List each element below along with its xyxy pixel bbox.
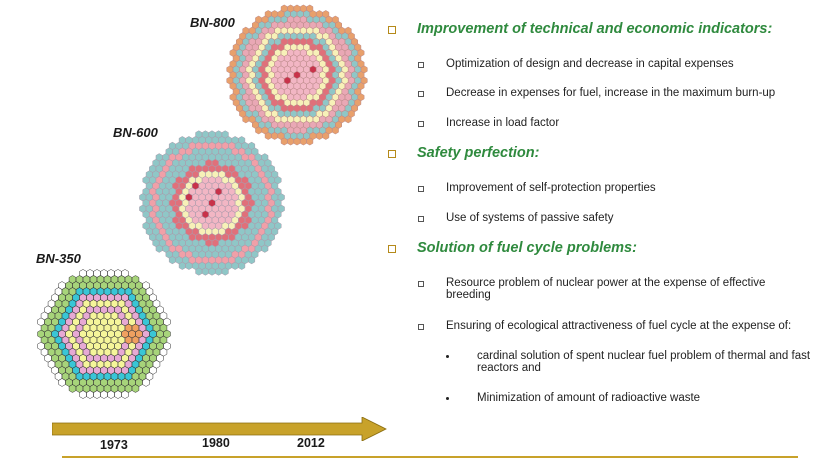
core-label-bn350: BN-350: [36, 251, 81, 266]
timeline-arrow-icon: [52, 417, 387, 441]
fuel-assembly-cell: [215, 267, 223, 276]
fuel-assembly-cell: [306, 137, 314, 146]
fuel-assembly-cell: [131, 384, 140, 393]
core-bn350-diagram: [37, 269, 171, 399]
fuel-assembly-cell: [264, 132, 272, 140]
fuel-assembly-cell: [248, 256, 256, 265]
fuel-assembly-cell: [58, 378, 66, 387]
fuel-assembly-cell: [261, 244, 269, 253]
hollow-square-icon: [388, 25, 396, 34]
list-item-text: Resource problem of nuclear power at the…: [446, 277, 766, 301]
fuel-assembly-cell: [316, 132, 323, 140]
core-label-bn600: BN-600: [113, 125, 158, 140]
fuel-assembly-cell: [155, 244, 163, 253]
sub-list-item: cardinal solution of spent nuclear fuel …: [446, 350, 818, 374]
list-item: Increase in load factor: [418, 117, 559, 129]
list-item-text: Improvement of self-protection propertie…: [446, 182, 656, 194]
fuel-assembly-cell: [255, 126, 262, 135]
hollow-square-icon: [388, 149, 396, 158]
section-heading: Safety perfection:: [417, 145, 540, 161]
fuel-assembly-cell: [100, 390, 108, 399]
fuel-assembly-cell: [79, 390, 87, 399]
list-item-text: Ensuring of ecological attractiveness of…: [446, 320, 792, 332]
timeline-year-1980: 1980: [202, 436, 230, 450]
list-item-text: Decrease in expenses for fuel, increase …: [446, 87, 776, 99]
fuel-assembly-cell: [142, 378, 150, 387]
fuel-assembly-cell: [178, 261, 186, 270]
list-item: Improvement of self-protection propertie…: [418, 182, 656, 194]
small-square-icon: [418, 121, 424, 127]
core-bn600-diagram: [139, 130, 285, 276]
fuel-assembly-cell: [300, 137, 307, 146]
fuel-assembly-cell: [231, 261, 239, 270]
small-square-icon: [418, 216, 424, 222]
sub-list-item-text: cardinal solution of spent nuclear fuel …: [477, 350, 811, 374]
fuel-assembly-cell: [93, 390, 101, 399]
fuel-assembly-cell: [168, 256, 176, 265]
list-item: Resource problem of nuclear power at the…: [418, 277, 798, 301]
fuel-assembly-cell: [208, 267, 216, 276]
fuel-assembly-cell: [322, 132, 330, 140]
list-item: Optimization of design and decrease in c…: [418, 58, 734, 70]
dot-icon: [446, 397, 449, 400]
small-square-icon: [418, 91, 424, 97]
fuel-assembly-cell: [287, 137, 294, 146]
list-item: Ensuring of ecological attractiveness of…: [418, 320, 791, 332]
list-item: Use of systems of passive safety: [418, 212, 613, 224]
fuel-assembly-cell: [121, 390, 129, 399]
section-fuel-cycle: Solution of fuel cycle problems:: [388, 240, 637, 256]
dot-icon: [446, 355, 449, 358]
small-square-icon: [418, 62, 424, 68]
small-square-icon: [418, 324, 424, 330]
fuel-assembly-cell: [344, 115, 352, 124]
list-item-text: Use of systems of passive safety: [446, 212, 614, 224]
fuel-assembly-cell: [242, 115, 250, 124]
fuel-assembly-cell: [238, 261, 246, 270]
list-item-text: Increase in load factor: [446, 117, 560, 129]
hollow-square-icon: [388, 244, 396, 253]
fuel-assembly-cell: [86, 390, 94, 399]
sub-list-item: Minimization of amount of radioactive wa…: [446, 392, 700, 404]
fuel-assembly-cell: [293, 137, 301, 146]
fuel-assembly-cell: [271, 132, 278, 140]
fuel-assembly-cell: [68, 384, 77, 393]
fuel-assembly-cell: [280, 137, 288, 146]
list-item: Decrease in expenses for fuel, increase …: [418, 87, 775, 99]
fuel-assembly-cell: [195, 267, 203, 276]
section-heading: Solution of fuel cycle problems:: [417, 240, 637, 256]
small-square-icon: [418, 186, 424, 192]
core-bn800-diagram: [226, 4, 368, 146]
fuel-assembly-cell: [114, 390, 122, 399]
fuel-assembly-cell: [221, 267, 229, 276]
fuel-assembly-cell: [185, 261, 193, 270]
core-label-bn800: BN-800: [190, 15, 235, 30]
small-square-icon: [418, 281, 424, 287]
list-item-text: Optimization of design and decrease in c…: [446, 58, 734, 70]
fuel-assembly-cell: [201, 267, 209, 276]
fuel-assembly-cell: [107, 390, 115, 399]
section-safety: Safety perfection:: [388, 145, 539, 161]
section-economic: Improvement of technical and economic in…: [388, 21, 772, 37]
bottom-divider: [62, 456, 798, 458]
timeline-year-2012: 2012: [297, 436, 325, 450]
section-heading: Improvement of technical and economic in…: [417, 21, 773, 37]
sub-list-item-text: Minimization of amount of radioactive wa…: [477, 392, 701, 404]
timeline-year-1973: 1973: [100, 438, 128, 452]
fuel-assembly-cell: [332, 126, 339, 135]
